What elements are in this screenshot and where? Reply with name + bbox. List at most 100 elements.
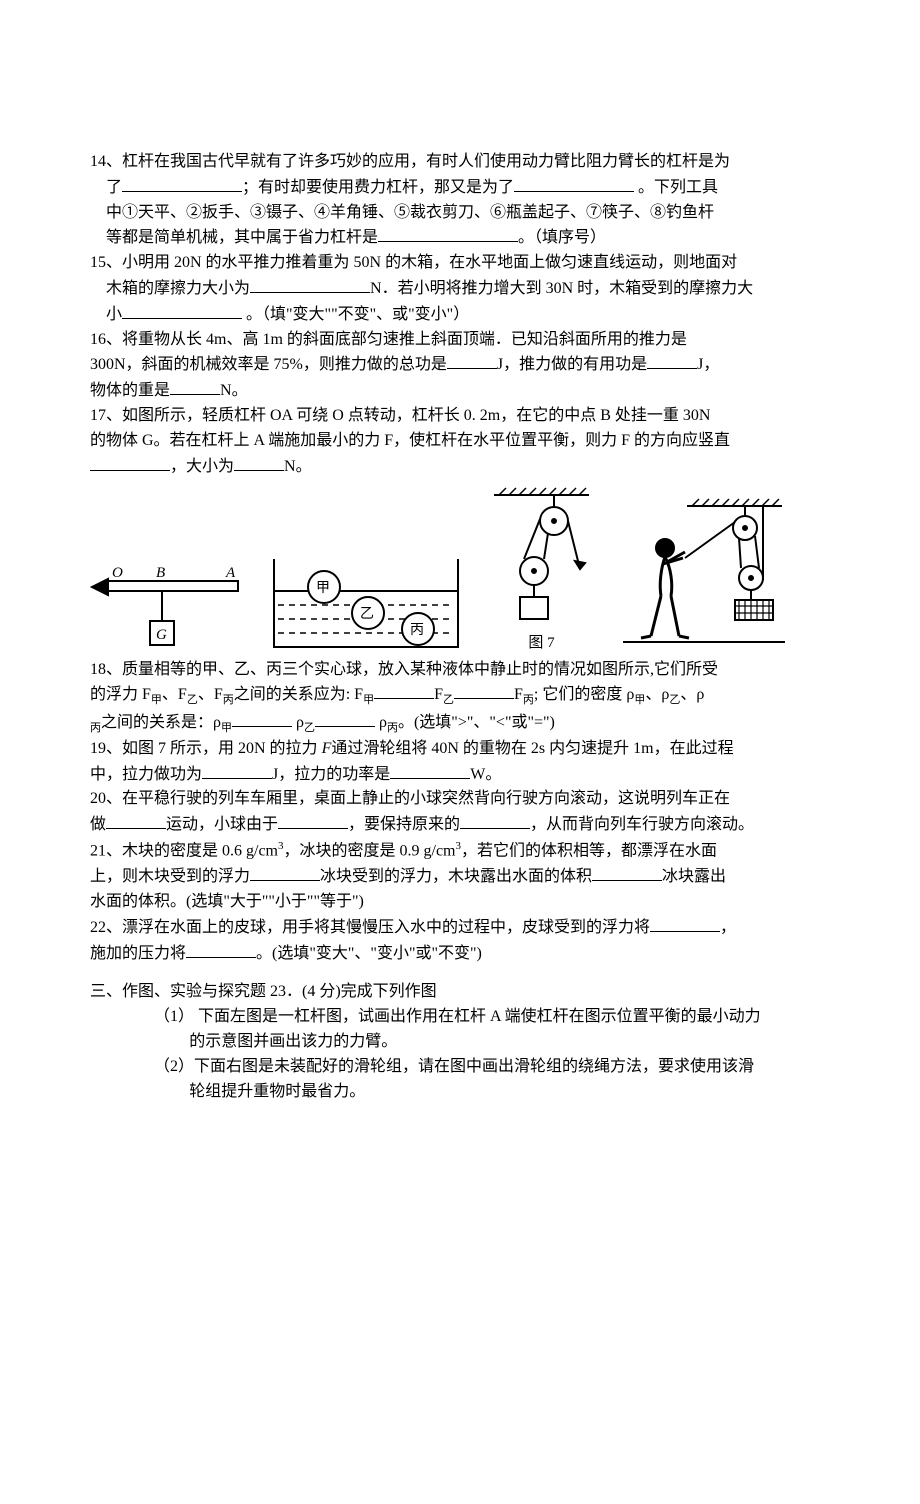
blank[interactable] <box>122 175 242 192</box>
blank[interactable] <box>514 175 634 192</box>
q19-l1b: 通过滑轮组将 40N 的重物在 2s 内匀速提升 1m，在此过程 <box>331 740 733 757</box>
q20-l2d: ，从而背向列车行驶方向滚动。 <box>530 816 754 833</box>
blank[interactable] <box>250 276 370 293</box>
q18-l2i: 、ρ <box>680 686 704 703</box>
q21-line1: 21、木块的密度是 0.6 g/cm3，冰块的密度是 0.9 g/cm3，若它们… <box>90 838 830 864</box>
section3-title: 三、作图、实验与探究题 23．(4 分)完成下列作图 <box>90 980 830 1005</box>
blank[interactable] <box>447 352 497 369</box>
blank[interactable] <box>234 454 284 471</box>
q18-l3d: 。(选填">"、"<"或"=") <box>398 714 555 731</box>
figure-balls: 甲 乙 丙 <box>266 551 466 656</box>
q18-l2a: 的浮力 F <box>90 686 151 703</box>
blank[interactable] <box>122 302 242 319</box>
sub-jia: 甲 <box>221 722 232 734</box>
q20-l2a: 做 <box>90 816 106 833</box>
svg-text:丙: 丙 <box>410 623 424 638</box>
blank[interactable] <box>650 915 720 932</box>
blank[interactable] <box>390 762 470 779</box>
blank[interactable] <box>106 812 166 829</box>
q22-l2b: 。(选填"变大"、"变小"或"不变") <box>256 945 482 962</box>
blank[interactable] <box>374 682 434 699</box>
q18-l2g: ; 它们的密度 ρ <box>534 686 634 703</box>
q14-l2a: 了 <box>106 179 122 196</box>
svg-text:B: B <box>156 565 165 581</box>
q21-l2c: 冰块露出 <box>662 868 726 885</box>
q14-l2b: ；有时却要使用费力杠杆，那又是为了 <box>242 179 514 196</box>
q20-l2c: ，要保持原来的 <box>348 816 460 833</box>
q18-l2f: F <box>514 686 523 703</box>
q15-l2b: N．若小明将推力增大到 30N 时，木箱受到的摩擦力大 <box>370 280 753 297</box>
q22-l2a: 施加的压力将 <box>90 945 186 962</box>
q19-line1: 19、如图 7 所示，用 20N 的拉力 F通过滑轮组将 40N 的重物在 2s… <box>90 737 830 762</box>
q18-line1: 18、质量相等的甲、乙、丙三个实心球，放入某种液体中静止时的情况如图所示,它们所… <box>90 658 830 683</box>
svg-text:G: G <box>156 627 167 643</box>
s3-q1-line1: （1） 下面左图是一杠杆图，试画出作用在杠杆 A 端使杠杆在图示位置平衡的最小动… <box>90 1005 830 1030</box>
q22-l1b: ， <box>720 919 736 936</box>
q16-l3b: N。 <box>220 382 248 399</box>
figure-pulley-7: 图 7 <box>484 485 599 655</box>
figure-man-pulley <box>617 496 787 656</box>
q15-l2a: 木箱的摩擦力大小为 <box>106 280 250 297</box>
q15-line2: 木箱的摩擦力大小为 N．若小明将推力增大到 30N 时，木箱受到的摩擦力大 <box>90 276 830 302</box>
blank[interactable] <box>460 812 530 829</box>
blank[interactable] <box>170 378 220 395</box>
q18-l3a: 之间的关系是：ρ <box>101 714 221 731</box>
svg-text:A: A <box>225 565 236 581</box>
q15-line1: 15、小明用 20N 的水平推力推着重为 50N 的木箱，在水平地面上做匀速直线… <box>90 251 830 276</box>
blank[interactable] <box>186 941 256 958</box>
svg-text:O: O <box>112 565 123 581</box>
q21-l1c: ，若它们的体积相等，都漂浮在水面 <box>461 842 717 859</box>
q18-line2: 的浮力 F甲、F乙、F丙之间的关系应为: F甲F乙F丙; 它们的密度 ρ甲、ρ乙… <box>90 682 830 709</box>
q20-line1: 20、在平稳行驶的列车车厢里，桌面上静止的小球突然背向行驶方向滚动，这说明列车正… <box>90 787 830 812</box>
blank[interactable] <box>250 864 320 881</box>
q18-l3c: ρ <box>375 714 387 731</box>
q16-line3: 物体的重是N。 <box>90 378 830 404</box>
blank[interactable] <box>647 352 697 369</box>
q19-l2a: 中，拉力做功为 <box>90 766 202 783</box>
q21-l2b: 冰块受到的浮力，木块露出水面的体积 <box>320 868 592 885</box>
blank[interactable] <box>454 682 514 699</box>
q15-l3a: 小 <box>106 306 122 323</box>
sub-jia: 甲 <box>634 695 645 707</box>
blank[interactable] <box>278 812 348 829</box>
svg-text:乙: 乙 <box>360 606 374 622</box>
q18-l2b: 、F <box>162 686 187 703</box>
sub-jia: 甲 <box>151 695 162 707</box>
sub-bing: 丙 <box>523 695 534 707</box>
s3-q2-line1: （2）下面右图是未装配好的滑轮组，请在图中画出滑轮组的绕绳方法，要求使用该滑 <box>90 1055 830 1080</box>
q18-l2c: 、F <box>198 686 223 703</box>
q22-line1: 22、漂浮在水面上的皮球，用手将其慢慢压入水中的过程中，皮球受到的浮力将 ， <box>90 915 830 941</box>
blank[interactable] <box>378 225 518 242</box>
blank[interactable] <box>90 454 170 471</box>
q16-l2a: 300N，斜面的机械效率是 75%，则推力做的总功是 <box>90 356 447 373</box>
q22-line2: 施加的压力将 。(选填"变大"、"变小"或"不变") <box>90 941 830 967</box>
q20-l2b: 运动，小球由于 <box>166 816 278 833</box>
q14-line4: 等都是简单机械，其中属于省力杠杆是 。（填序号） <box>90 225 830 251</box>
q19-F: F <box>322 740 332 757</box>
q17-l3b: N。 <box>284 458 312 475</box>
q18-l2h: 、ρ <box>645 686 669 703</box>
s3-q1-line2: 的示意图并画出该力的力臂。 <box>90 1030 830 1055</box>
sub-yi: 乙 <box>443 695 454 707</box>
q14-line2: 了；有时却要使用费力杠杆，那又是为了 。下列工具 <box>90 175 830 201</box>
sub-yi: 乙 <box>304 722 315 734</box>
s3-q2-line2: 轮组提升重物时最省力。 <box>90 1080 830 1105</box>
q22-l1a: 22、漂浮在水面上的皮球，用手将其慢慢压入水中的过程中，皮球受到的浮力将 <box>90 919 650 936</box>
blank[interactable] <box>202 762 272 779</box>
q21-line2: 上，则木块受到的浮力冰块受到的浮力，木块露出水面的体积冰块露出 <box>90 864 830 890</box>
sub-bing: 丙 <box>223 695 234 707</box>
q17-line1: 17、如图所示，轻质杠杆 OA 可绕 O 点转动，杠杆长 0. 2m，在它的中点… <box>90 404 830 429</box>
q20-line2: 做 运动，小球由于 ，要保持原来的 ，从而背向列车行驶方向滚动。 <box>90 812 830 838</box>
q14-l4a: 等都是简单机械，其中属于省力杠杆是 <box>106 229 378 246</box>
blank[interactable] <box>592 864 662 881</box>
q17-l3a: ，大小为 <box>170 458 234 475</box>
q14-l4b: 。（填序号） <box>518 229 606 246</box>
blank[interactable] <box>232 710 292 727</box>
sub-yi: 乙 <box>669 695 680 707</box>
q18-l3b: ρ <box>292 714 304 731</box>
figure-row: O B A G <box>90 485 830 655</box>
q16-line1: 16、将重物从长 4m、高 1m 的斜面底部匀速推上斜面顶端．已知沿斜面所用的推… <box>90 328 830 353</box>
sub-jia: 甲 <box>363 695 374 707</box>
q18-line3: 丙之间的关系是：ρ甲 ρ乙 ρ丙。(选填">"、"<"或"=") <box>90 710 830 737</box>
blank[interactable] <box>315 710 375 727</box>
